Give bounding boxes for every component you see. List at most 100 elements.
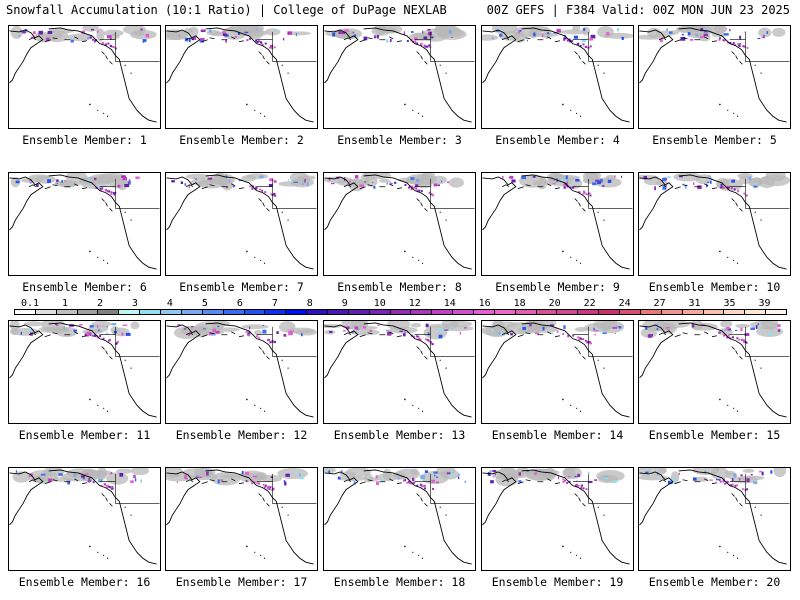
colorbar-swatch	[97, 309, 120, 315]
ensemble-member-label: Ensemble Member: 10	[648, 280, 781, 294]
colorbar-swatch	[347, 309, 370, 315]
colorbar-tick-label: 6	[236, 298, 243, 309]
ensemble-map-panel	[8, 172, 161, 276]
colorbar-swatch	[243, 309, 266, 315]
colorbar-swatch	[577, 309, 600, 315]
colorbar-swatch	[14, 309, 36, 315]
colorbar-tick-label: 31	[688, 298, 701, 309]
colorbar-tick-label: 12	[408, 298, 421, 309]
ensemble-map-panel	[638, 172, 791, 276]
colorbar-swatch	[326, 309, 349, 315]
ensemble-member-label: Ensemble Member: 6	[22, 280, 147, 294]
colorbar-swatch	[180, 309, 203, 315]
colorbar-swatch	[201, 309, 224, 315]
colorbar-tick-label: 5	[201, 298, 208, 309]
colorbar-swatch	[410, 309, 433, 315]
colorbar-swatch	[452, 309, 475, 315]
colorbar-swatch	[535, 309, 558, 315]
colorbar-swatch	[222, 309, 245, 315]
colorbar-tick-label: 14	[443, 298, 456, 309]
colorbar-swatch	[118, 309, 141, 315]
colorbar-swatch	[160, 309, 182, 315]
colorbar-swatch	[285, 309, 308, 315]
ensemble-member-label: Ensemble Member: 17	[175, 575, 308, 589]
colorbar-swatch	[368, 309, 391, 315]
ensemble-map-panel	[638, 25, 791, 129]
colorbar-tick-label: 18	[513, 298, 526, 309]
run-valid-time: 00Z GEFS | F384 Valid: 00Z MON JUN 23 20…	[486, 3, 790, 17]
ensemble-map-panel	[8, 467, 161, 571]
colorbar-swatch	[514, 309, 537, 315]
colorbar-swatch	[723, 309, 746, 315]
ensemble-map-panel	[481, 172, 634, 276]
colorbar-tick-label: 1	[61, 298, 68, 309]
map-title: Snowfall Accumulation (10:1 Ratio) | Col…	[6, 3, 447, 17]
colorbar-swatch	[431, 309, 454, 315]
ensemble-member-label: Ensemble Member: 5	[652, 133, 777, 147]
colorbar-swatch	[744, 309, 767, 315]
ensemble-member-label: Ensemble Member: 2	[179, 133, 304, 147]
colorbar-tick-label: 39	[758, 298, 771, 309]
ensemble-map-panel	[638, 467, 791, 571]
ensemble-member-label: Ensemble Member: 9	[495, 280, 620, 294]
colorbar-swatch	[139, 309, 162, 315]
ensemble-member-label: Ensemble Member: 7	[179, 280, 304, 294]
colorbar-tick-label: 10	[373, 298, 386, 309]
ensemble-member-label: Ensemble Member: 12	[175, 428, 308, 442]
colorbar-tick-label: 8	[306, 298, 313, 309]
ensemble-member-label: Ensemble Member: 16	[18, 575, 151, 589]
ensemble-member-label: Ensemble Member: 15	[648, 428, 781, 442]
ensemble-member-label: Ensemble Member: 13	[333, 428, 466, 442]
colorbar-swatch	[702, 309, 725, 315]
colorbar-swatch	[55, 309, 78, 315]
colorbar-tick-label: 3	[131, 298, 138, 309]
ensemble-map-panel	[481, 320, 634, 424]
colorbar-tick-label: 4	[166, 298, 173, 309]
colorbar-tick-label: 16	[478, 298, 491, 309]
snowfall-colorbar: 0.1 1 2 3 4 5 6 7 8 9 10 12 14 16 18 20 22 24 27 31 35 39	[14, 298, 787, 316]
ensemble-member-label: Ensemble Member: 14	[491, 428, 624, 442]
colorbar-tick-label: 22	[583, 298, 596, 309]
colorbar-tick-label: 7	[271, 298, 278, 309]
ensemble-map-panel	[323, 25, 476, 129]
colorbar-swatch	[765, 309, 787, 315]
colorbar-tick-label: 27	[653, 298, 666, 309]
ensemble-map-panel	[323, 320, 476, 424]
ensemble-map-panel	[165, 25, 318, 129]
ensemble-map-panel	[165, 172, 318, 276]
colorbar-swatch	[264, 309, 287, 315]
colorbar-swatch	[598, 309, 621, 315]
ensemble-map-panel	[8, 25, 161, 129]
colorbar-swatch	[660, 309, 683, 315]
ensemble-member-label: Ensemble Member: 1	[22, 133, 147, 147]
ensemble-member-label: Ensemble Member: 11	[18, 428, 151, 442]
colorbar-swatch	[473, 309, 495, 315]
colorbar-swatch	[306, 309, 328, 315]
ensemble-map-panel	[8, 320, 161, 424]
ensemble-member-label: Ensemble Member: 8	[337, 280, 462, 294]
ensemble-member-label: Ensemble Member: 19	[491, 575, 624, 589]
ensemble-map-panel	[481, 25, 634, 129]
ensemble-map-panel	[323, 172, 476, 276]
ensemble-map-panel	[481, 467, 634, 571]
ensemble-member-label: Ensemble Member: 4	[495, 133, 620, 147]
colorbar-swatch	[619, 309, 641, 315]
colorbar-swatch	[639, 309, 662, 315]
colorbar-tick-label: 9	[341, 298, 348, 309]
colorbar-tick-label: 35	[723, 298, 736, 309]
colorbar-swatch	[556, 309, 579, 315]
colorbar-swatch	[76, 309, 99, 315]
colorbar-swatch	[389, 309, 412, 315]
ensemble-member-label: Ensemble Member: 20	[648, 575, 781, 589]
colorbar-swatch	[493, 309, 516, 315]
ensemble-map-panel	[165, 467, 318, 571]
colorbar-tick-label: 20	[548, 298, 561, 309]
ensemble-map-panel	[323, 467, 476, 571]
ensemble-map-panel	[638, 320, 791, 424]
colorbar-swatch	[681, 309, 704, 315]
ensemble-member-label: Ensemble Member: 3	[337, 133, 462, 147]
colorbar-tick-label: 24	[618, 298, 631, 309]
ensemble-member-label: Ensemble Member: 18	[333, 575, 466, 589]
ensemble-map-panel	[165, 320, 318, 424]
colorbar-swatch	[34, 309, 57, 315]
